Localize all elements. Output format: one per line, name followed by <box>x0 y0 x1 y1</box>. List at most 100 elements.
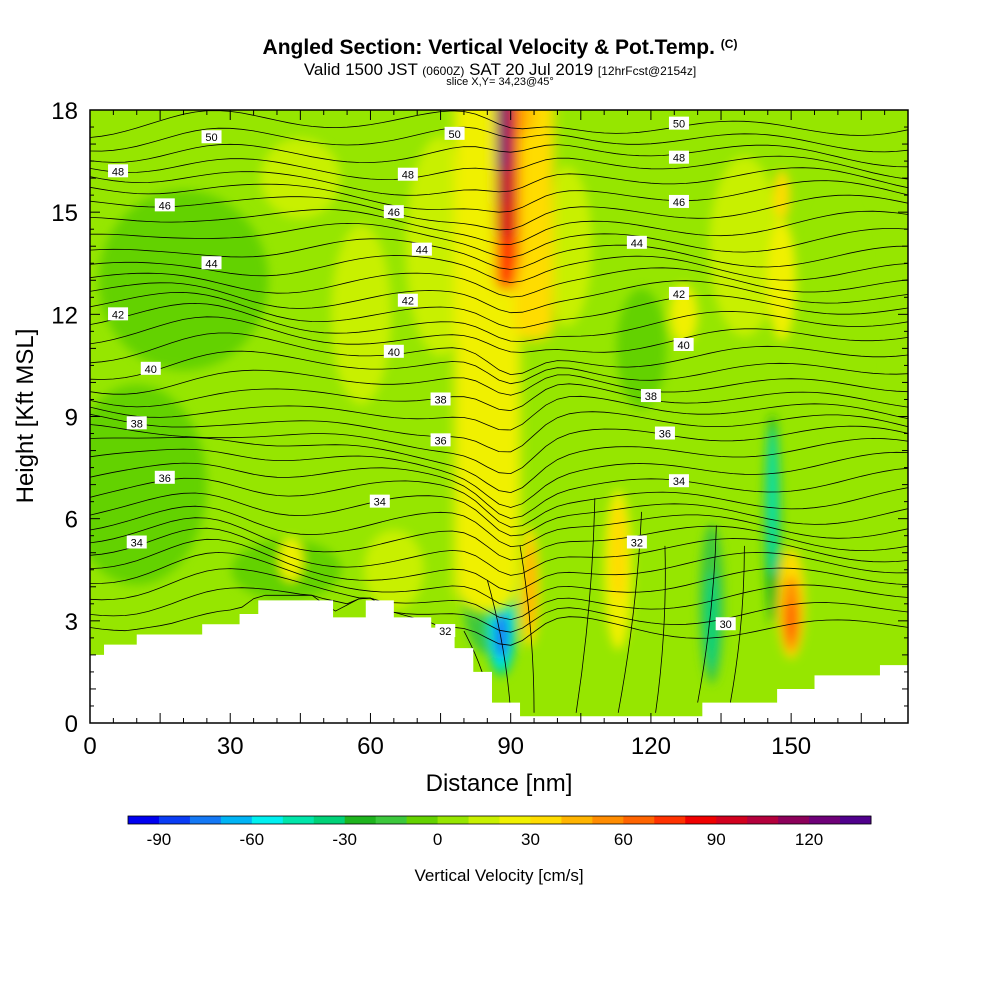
contour-label-box <box>668 150 689 164</box>
contour-label: 42 <box>668 286 689 301</box>
theta-contour-line <box>90 222 908 258</box>
contour-label-box <box>668 286 689 300</box>
contour-label-text: 38 <box>131 418 143 430</box>
contour-label-box <box>126 535 147 549</box>
terrain-mask <box>90 600 908 723</box>
weak-updraft <box>363 529 424 610</box>
colorbar-swatch <box>282 816 315 824</box>
colorbar-swatch <box>344 816 377 824</box>
contour-label-box <box>411 242 432 256</box>
theta-contour-line <box>90 587 908 633</box>
updraft <box>773 170 790 221</box>
title-unit: (C) <box>720 37 738 51</box>
updraft-band <box>514 110 554 341</box>
colorbar-swatch <box>468 816 500 824</box>
theta-contour-line <box>90 267 908 298</box>
contour-label-text: 44 <box>205 258 217 270</box>
contour-label-text: 42 <box>402 296 414 308</box>
contour-label-box <box>201 130 222 144</box>
contour-label-box <box>430 433 451 447</box>
theta-contour-line <box>90 436 908 494</box>
x-axis-label: Distance [nm] <box>426 770 573 797</box>
x-tick-label: 0 <box>83 733 96 760</box>
contour-label: 30 <box>715 617 736 631</box>
theta-contour-line <box>90 448 908 508</box>
colorbar-swatch <box>530 816 562 824</box>
theta-contour-line <box>90 126 908 153</box>
weak-updraft <box>541 166 592 327</box>
theta-contour-line <box>90 255 908 284</box>
weak-updraft <box>331 224 392 405</box>
colorbar-swatch <box>128 816 160 824</box>
contour-label: 46 <box>383 205 404 219</box>
contour-label: 34 <box>126 535 147 550</box>
contour-label-text: 40 <box>388 347 400 359</box>
updraft <box>523 541 536 632</box>
contour-label-text: 34 <box>131 538 143 550</box>
valid-prefix: Valid 1500 JST <box>303 60 418 79</box>
contour-label-text: 36 <box>659 429 671 441</box>
theta-contours <box>90 110 908 713</box>
updraft-band <box>497 110 511 205</box>
contour-label: 36 <box>654 426 675 441</box>
contour-label-text: 50 <box>448 129 460 141</box>
theta-contour-line <box>90 110 908 138</box>
contour-label: 38 <box>126 416 147 430</box>
theta-contour-line <box>90 538 908 592</box>
contour-label: 36 <box>154 470 175 485</box>
colorbar-swatch <box>406 816 439 824</box>
y-tick-label: 9 <box>65 405 78 432</box>
contour-label-box <box>444 126 465 140</box>
contour-label-text: 48 <box>402 170 414 182</box>
theta-contour-line <box>655 545 666 713</box>
theta-contour-labels: 50 50 50 48 48 48 46 46 46 44 44 44 42 42 42 40 40 40 38 38… <box>108 116 736 638</box>
contour-label-text: 32 <box>631 538 643 550</box>
colorbar-swatch <box>189 816 222 824</box>
contour-label: 48 <box>108 164 129 178</box>
contour-label-text: 38 <box>434 394 446 406</box>
colorbar-swatch <box>840 816 872 824</box>
theta-contour-line <box>90 209 908 245</box>
x-tick-label: 150 <box>771 733 811 760</box>
y-tick-label: 3 <box>65 609 78 636</box>
contour-label-box <box>435 624 456 638</box>
downdraft-cell <box>704 570 719 671</box>
theta-contour-line <box>90 194 908 231</box>
contour-label: 50 <box>668 116 689 131</box>
colorbar-frame <box>127 815 872 825</box>
theta-contour-line <box>90 369 908 396</box>
contour-label: 44 <box>201 256 222 270</box>
colorbar-swatch <box>158 816 191 824</box>
theta-contour-line <box>90 527 908 576</box>
x-tick-label: 90 <box>497 733 524 760</box>
colorbar-swatch <box>561 816 593 824</box>
colorbar-tick-label: 90 <box>707 830 726 849</box>
colorbar-label: Vertical Velocity [cm/s] <box>414 866 583 885</box>
contour-label: 46 <box>668 194 689 209</box>
x-tick-label: 30 <box>217 733 244 760</box>
contour-label-text: 42 <box>112 309 124 321</box>
y-tick-label: 15 <box>51 200 78 227</box>
y-tick-label: 0 <box>65 711 78 738</box>
contour-label: 48 <box>397 167 418 182</box>
contour-label: 50 <box>444 126 465 141</box>
contour-label-box <box>654 426 675 440</box>
contour-label-text: 34 <box>374 497 386 509</box>
contour-label-box <box>668 116 689 130</box>
contour-label-box <box>108 164 129 178</box>
theta-contour-line <box>90 517 908 561</box>
contour-label-box <box>108 307 129 321</box>
contour-label-box <box>626 535 647 549</box>
colorbar-swatch <box>313 816 346 824</box>
theta-contour-line <box>90 551 908 607</box>
contour-label-text: 50 <box>673 119 685 131</box>
contour-label-box <box>369 494 390 508</box>
colorbar-swatch <box>499 816 531 824</box>
x-tick-label: 120 <box>631 733 671 760</box>
theta-contour-line <box>90 350 908 385</box>
colorbar-tick-label: -60 <box>240 830 265 849</box>
colorbar-swatch <box>220 816 253 824</box>
colorbar-tick-label: -30 <box>332 830 357 849</box>
colorbar-tick-label: 60 <box>614 830 633 849</box>
contour-label-text: 42 <box>673 289 685 301</box>
